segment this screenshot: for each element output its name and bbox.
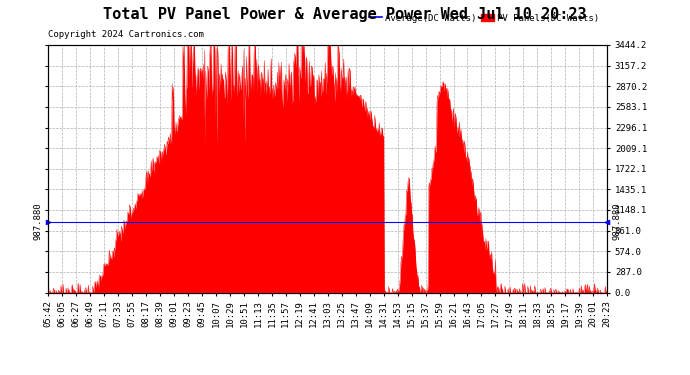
Legend: Average(DC Watts), PV Panels(DC Watts): Average(DC Watts), PV Panels(DC Watts) — [365, 10, 602, 26]
Text: Copyright 2024 Cartronics.com: Copyright 2024 Cartronics.com — [48, 30, 204, 39]
Text: Total PV Panel Power & Average Power Wed Jul 10 20:23: Total PV Panel Power & Average Power Wed… — [104, 8, 586, 22]
Text: 987.880: 987.880 — [613, 203, 622, 240]
Text: 987.880: 987.880 — [34, 203, 43, 240]
